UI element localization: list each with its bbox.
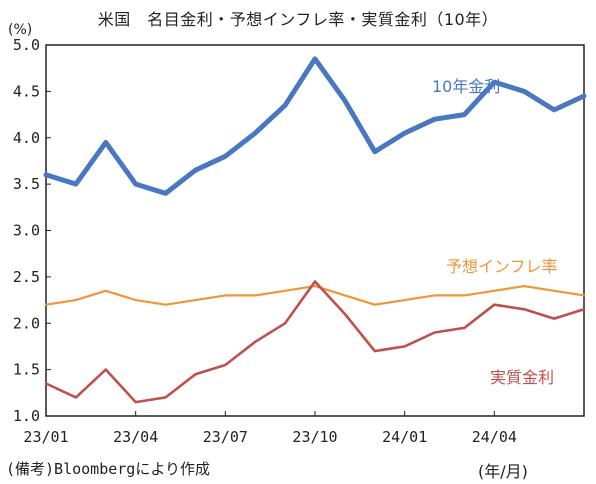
series-label-2: 実質金利 xyxy=(490,368,554,387)
y-tick-label: 1.5 xyxy=(13,361,40,379)
x-tick-label: 24/04 xyxy=(472,428,517,446)
source-note: (備考)Bloombergにより作成 xyxy=(6,460,211,478)
x-tick-label: 24/01 xyxy=(382,428,427,446)
y-unit-label: (%) xyxy=(8,22,33,38)
series-label-0: 10年金利 xyxy=(432,77,500,96)
series-label-1: 予想インフレ率 xyxy=(446,257,558,276)
chart-title: 米国 名目金利・予想インフレ率・実質金利（10年） xyxy=(97,10,499,29)
y-tick-label: 3.5 xyxy=(13,175,40,193)
y-tick-label: 5.0 xyxy=(13,36,40,54)
x-tick-label: 23/10 xyxy=(292,428,337,446)
y-tick-label: 4.0 xyxy=(13,129,40,147)
y-tick-label: 4.5 xyxy=(13,82,40,100)
series-line-1 xyxy=(44,285,586,306)
series-line-0 xyxy=(43,56,587,196)
y-tick-label: 3.0 xyxy=(13,222,40,240)
plot-frame xyxy=(45,44,585,417)
series-line-2 xyxy=(44,280,586,404)
y-tick-label: 1.0 xyxy=(13,407,40,425)
x-tick-label: 23/07 xyxy=(203,428,248,446)
y-tick-label: 2.0 xyxy=(13,314,40,332)
x-unit-label: (年/月) xyxy=(478,462,528,481)
x-tick-label: 23/04 xyxy=(113,428,158,446)
y-tick-label: 2.5 xyxy=(13,268,40,286)
x-tick-label: 23/01 xyxy=(23,428,68,446)
